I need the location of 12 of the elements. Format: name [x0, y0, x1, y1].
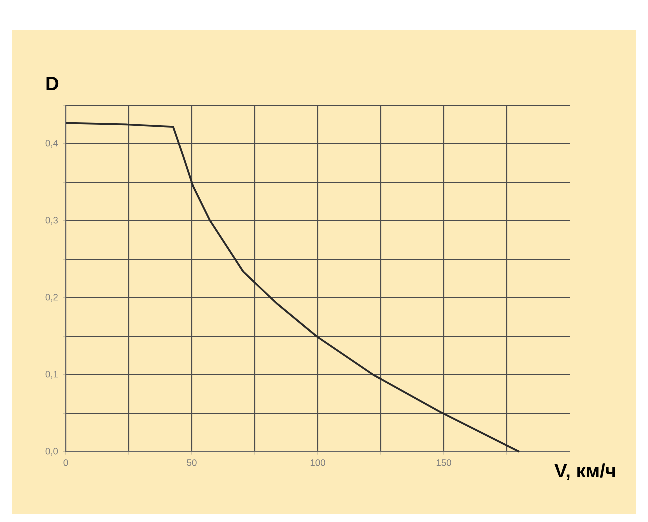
y-tick-label: 0,1	[46, 371, 58, 379]
y-axis-title: D	[46, 77, 59, 90]
y-tick-label: 0,0	[46, 448, 58, 456]
x-tick-label: 100	[310, 460, 326, 466]
y-tick-label: 0,3	[46, 217, 58, 225]
x-tick-label: 0	[64, 460, 68, 466]
x-tick-label: 50	[187, 460, 197, 466]
x-axis-title: V, км/ч	[554, 464, 616, 481]
x-tick-label: 150	[436, 460, 452, 466]
y-tick-label: 0,2	[46, 294, 58, 302]
y-tick-label: 0,4	[46, 140, 58, 148]
line-series	[65, 122, 521, 453]
